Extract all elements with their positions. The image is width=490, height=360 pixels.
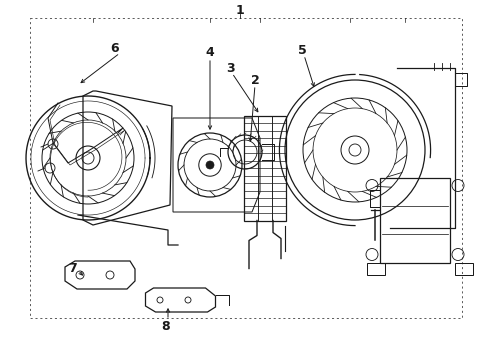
Text: 8: 8 xyxy=(162,320,171,333)
Text: 2: 2 xyxy=(250,73,259,86)
Text: 5: 5 xyxy=(297,44,306,57)
Bar xyxy=(455,262,473,275)
Text: 3: 3 xyxy=(226,62,234,75)
Circle shape xyxy=(206,161,214,169)
Text: 6: 6 xyxy=(111,41,119,54)
Text: 1: 1 xyxy=(236,4,245,17)
Text: 4: 4 xyxy=(206,45,215,59)
Bar xyxy=(380,177,450,262)
Bar xyxy=(244,116,286,220)
Text: 7: 7 xyxy=(68,261,76,275)
Bar xyxy=(367,262,385,275)
